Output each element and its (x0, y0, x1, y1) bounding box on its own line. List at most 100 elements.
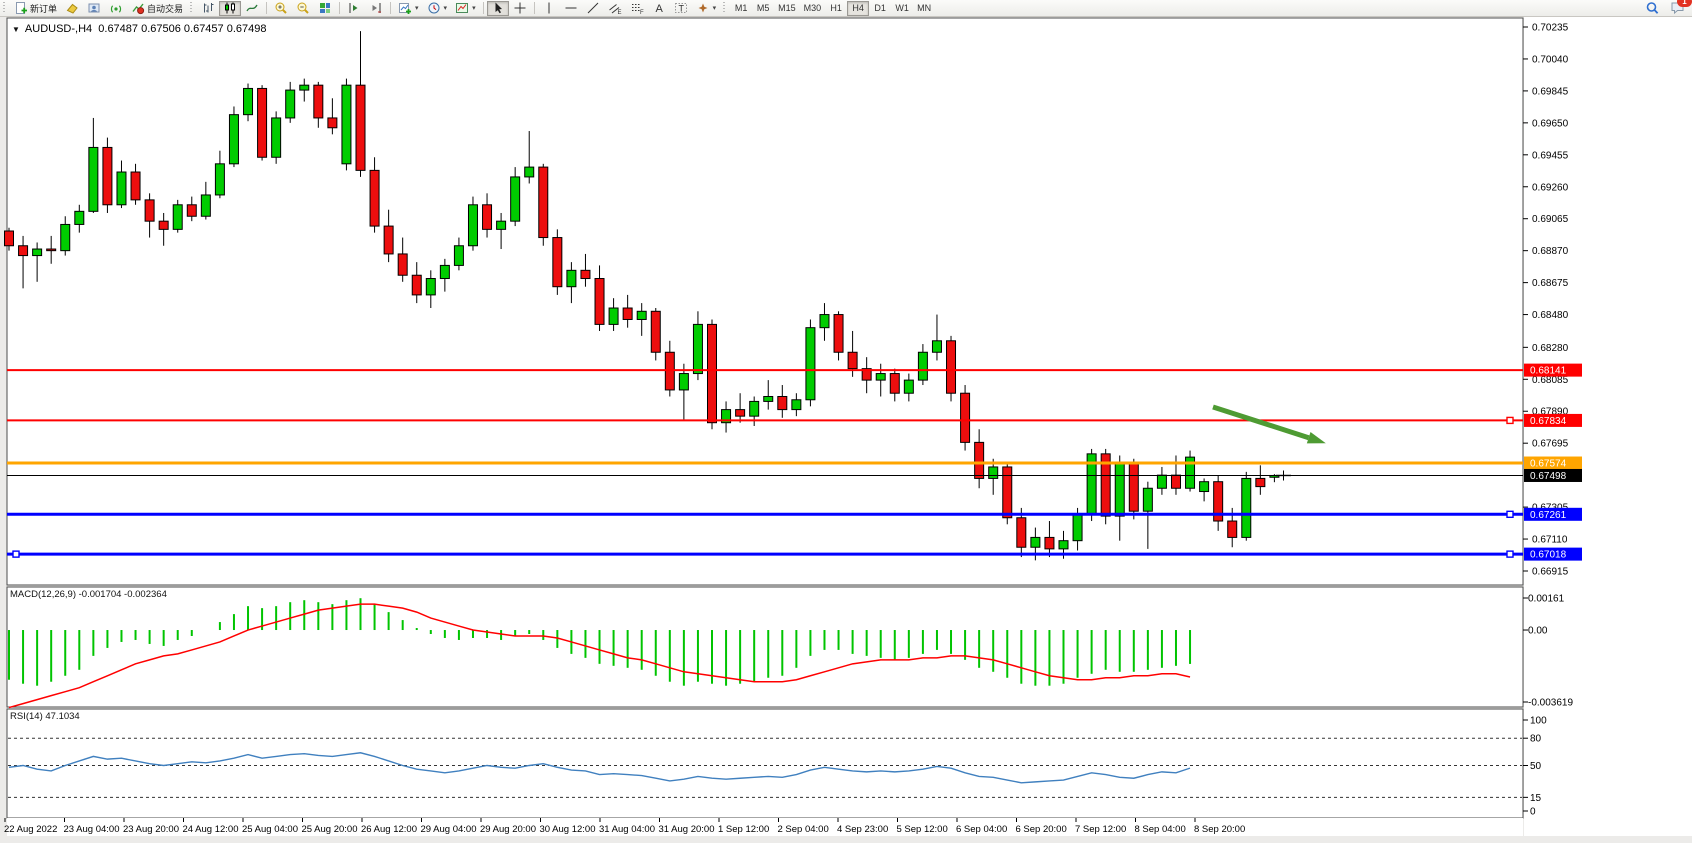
candle (257, 87, 268, 158)
rsi-axis-tick-label: 0 (1530, 807, 1536, 818)
candle (819, 314, 830, 329)
timeframe-h4-button[interactable]: H4 (847, 0, 870, 16)
trendline-icon (587, 2, 598, 14)
line-drag-handle[interactable] (1506, 550, 1514, 558)
toolbar-grip[interactable] (723, 2, 729, 14)
time-axis-label[interactable]: 2 Sep 04:00 (778, 824, 829, 835)
templates-button[interactable]: ▾ (451, 1, 480, 16)
chart-shift-button[interactable] (343, 1, 365, 16)
toolbar-group-line-studies: E F A T ▾ (486, 0, 721, 16)
candle (1128, 461, 1139, 512)
time-axis-label[interactable]: 31 Aug 20:00 (659, 824, 715, 835)
toolbar: 新订单 自动交易 (0, 0, 1692, 17)
toolbar-group-zoom (270, 0, 336, 16)
candle (1142, 487, 1153, 512)
search-button[interactable] (1641, 1, 1664, 16)
history-center-button[interactable] (83, 1, 105, 16)
timeframe-mn-button[interactable]: MN (913, 1, 935, 16)
timeframe-m1-button[interactable]: M1 (730, 1, 752, 16)
timeframe-w1-button[interactable]: W1 (891, 1, 913, 16)
candle (4, 230, 14, 247)
time-axis-label[interactable]: 31 Aug 04:00 (599, 824, 655, 835)
line-drag-handle[interactable] (12, 550, 20, 558)
candle (1170, 474, 1181, 489)
fibonacci-button[interactable]: F (626, 1, 648, 16)
price-axis-tick-label: 0.68085 (1532, 375, 1569, 386)
auto-trading-icon (132, 3, 145, 15)
time-axis-label[interactable]: 22 Aug 2022 (4, 824, 57, 835)
candle (960, 392, 971, 443)
svg-text:A: A (655, 3, 663, 15)
new-order-button[interactable]: 新订单 (10, 1, 61, 16)
notifications-button[interactable]: 1 (1670, 0, 1692, 17)
line-drag-handle[interactable] (1506, 416, 1514, 425)
timeframe-m15-button[interactable]: M15 (774, 1, 800, 16)
window-icon (88, 3, 100, 13)
collapse-triangle-icon[interactable]: ▼ (12, 24, 20, 34)
tile-windows-button[interactable] (314, 1, 336, 16)
equidistant-channel-button[interactable]: E (604, 1, 626, 16)
add-indicator-button[interactable]: ▾ (394, 1, 423, 16)
vertical-line-icon (548, 2, 550, 14)
candle (988, 466, 999, 479)
time-axis-label[interactable]: 23 Aug 04:00 (64, 824, 120, 835)
bar-chart-button[interactable] (197, 1, 219, 16)
time-axis-label[interactable]: 8 Sep 04:00 (1135, 824, 1186, 835)
time-axis-label[interactable]: 25 Aug 20:00 (302, 824, 358, 835)
text-label-button[interactable]: T (670, 1, 692, 16)
timeframe-m30-button[interactable]: M30 (800, 1, 826, 16)
time-axis-label[interactable]: 24 Aug 12:00 (183, 824, 239, 835)
horizontal-line-button[interactable] (560, 1, 582, 16)
line-chart-button[interactable] (241, 1, 263, 16)
price-axis-tick-label: 0.69065 (1532, 214, 1569, 225)
timeframe-d1-button[interactable]: D1 (869, 1, 891, 16)
time-axis-label[interactable]: 29 Aug 04:00 (421, 824, 477, 835)
line-drag-handle[interactable] (1506, 510, 1514, 519)
candle (369, 169, 380, 227)
time-axis-label[interactable]: 30 Aug 12:00 (540, 824, 596, 835)
eraser-icon (66, 3, 78, 14)
text-button[interactable]: A (648, 1, 670, 16)
chart-window[interactable]: 0.70235 0.70040 0.69845 0.69650 0.69455 0.692… (0, 16, 1692, 843)
toolbar-group-scroll (343, 0, 387, 16)
add-indicator-icon (399, 3, 412, 14)
candle (186, 204, 197, 217)
time-axis-label[interactable]: 1 Sep 12:00 (718, 824, 769, 835)
time-axis-label[interactable]: 5 Sep 12:00 (897, 824, 948, 835)
time-axis-label[interactable]: 23 Aug 20:00 (123, 824, 179, 835)
cursor-button[interactable] (486, 0, 509, 16)
periods-button[interactable]: ▾ (423, 1, 452, 16)
candle (1199, 481, 1210, 493)
candlestick-chart-icon (225, 2, 236, 14)
objects-button[interactable] (61, 1, 83, 16)
chart-canvas[interactable]: 0.70235 0.70040 0.69845 0.69650 0.69455 0.692… (0, 16, 1692, 843)
timeframe-m5-button[interactable]: M5 (752, 1, 774, 16)
time-axis-label[interactable]: 26 Aug 12:00 (361, 824, 417, 835)
zoom-in-button[interactable] (270, 1, 292, 16)
candle (60, 223, 71, 252)
crosshair-button[interactable] (509, 1, 531, 16)
time-axis-label[interactable]: 7 Sep 12:00 (1075, 824, 1126, 835)
trend-arrow[interactable] (1212, 404, 1310, 441)
price-axis-tick-label: 0.69260 (1532, 182, 1569, 193)
signals-button[interactable] (105, 1, 127, 16)
zoom-out-button[interactable] (292, 1, 314, 16)
candlestick-chart-button[interactable] (219, 0, 242, 16)
auto-trading-button[interactable]: 自动交易 (127, 1, 187, 16)
time-axis-label[interactable]: 4 Sep 23:00 (837, 824, 888, 835)
arrows-button[interactable]: ▾ (692, 1, 721, 16)
time-axis-label[interactable]: 8 Sep 20:00 (1194, 824, 1245, 835)
toolbar-grip[interactable] (190, 2, 196, 14)
timeframe-h1-button[interactable]: H1 (825, 1, 847, 16)
time-axis-label[interactable]: 29 Aug 20:00 (480, 824, 536, 835)
auto-scroll-button[interactable] (365, 1, 387, 16)
time-axis-label[interactable]: 25 Aug 04:00 (242, 824, 298, 835)
trend-arrow-head[interactable] (1306, 432, 1326, 444)
toolbar-grip[interactable] (3, 2, 8, 14)
notification-badge: 1 (1677, 0, 1692, 7)
time-axis-label[interactable]: 6 Sep 04:00 (956, 824, 1007, 835)
time-axis-label[interactable]: 6 Sep 20:00 (1016, 824, 1067, 835)
trendline-button[interactable] (582, 1, 604, 16)
vertical-line-button[interactable] (538, 1, 560, 16)
dropdown-caret-icon: ▾ (712, 5, 717, 12)
